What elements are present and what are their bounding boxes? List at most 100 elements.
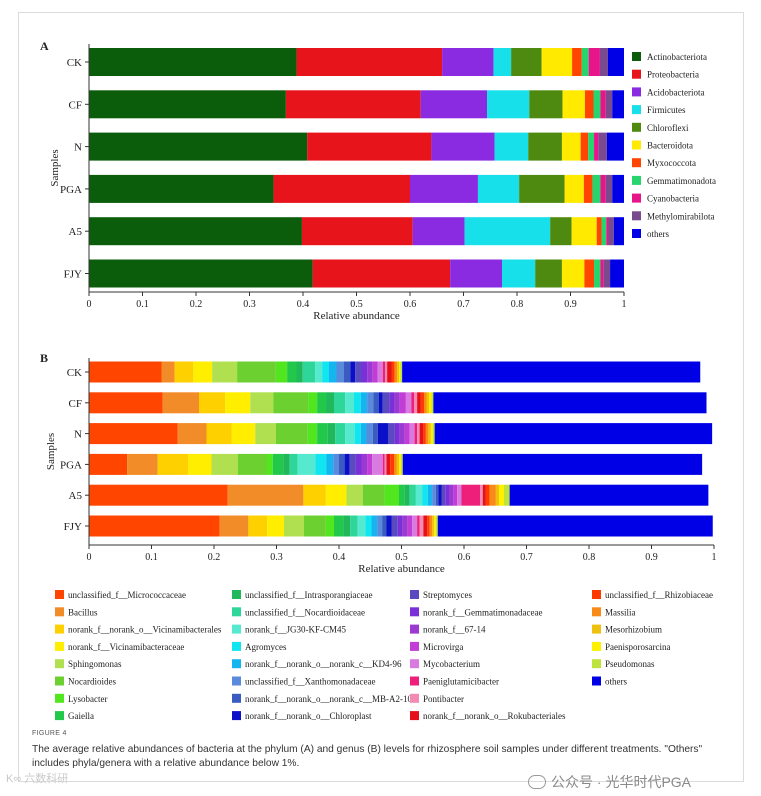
panel-b-bar-cf-massilia bbox=[424, 392, 427, 414]
panel-b-bar-n-norank-f-norank-o-rokubacteriales bbox=[419, 423, 424, 445]
panel-b-legend-label-gaiella: Gaiella bbox=[68, 711, 94, 721]
panel-a-legend-label-actinobacteriota: Actinobacteriota bbox=[647, 52, 707, 62]
panel-b-legend-swatch-massilia bbox=[592, 607, 601, 617]
panel-b-bar-pga-norank-f-jg30-kf-cm45 bbox=[297, 453, 316, 475]
panel-b-bar-cf-unclassified-f-nocardioidaceae bbox=[334, 392, 346, 414]
panel-b-bar-pga-unclassified-f-xanthomonadaceae bbox=[333, 453, 339, 475]
panel-a-bar-cf-acidobacteriota bbox=[420, 90, 488, 119]
panel-a-bar-a5-cyanobacteria bbox=[606, 217, 609, 246]
panel-b-bar-n-sphingomonas bbox=[255, 423, 276, 445]
panel-a-bar-a5-methylomirabilota bbox=[608, 217, 614, 246]
panel-b-legend-swatch-unclassified-f-nocardioidaceae bbox=[232, 607, 241, 617]
panel-a-bar-n-chloroflexi bbox=[528, 132, 562, 161]
panel-b-bar-n-streptomyces bbox=[388, 423, 395, 445]
panel-b-bar-a5-microvirga bbox=[453, 484, 458, 506]
panel-a-bar-n-bacteroidota bbox=[561, 132, 581, 161]
panel-b-bar-pga-norank-f-vicinamibacteraceae bbox=[188, 453, 212, 475]
panel-b-bar-ck-lysobacter bbox=[275, 361, 288, 383]
panel-b-bar-cf-paenisporosarcina bbox=[429, 392, 432, 414]
panel-b-legend-label-others: others bbox=[605, 677, 627, 687]
panel-a-legend-swatch-chloroflexi bbox=[632, 122, 641, 132]
panel-b-bar-ck-pseudomonas bbox=[400, 361, 403, 383]
panel-b-bar-fjy-norank-f-67-14 bbox=[402, 515, 408, 537]
panel-b-legend-label-pseudomonas: Pseudomonas bbox=[605, 659, 655, 669]
panel-b-bar-cf-norank-f-gemmatimonadaceae bbox=[389, 392, 395, 414]
panel-b-bar-a5-norank-f-67-14 bbox=[449, 484, 454, 506]
panel-b-bar-fjy-unclassified-f-intrasporangiaceae bbox=[343, 515, 351, 537]
panel-b-bar-ck-norank-f-norank-o-chloroplast bbox=[350, 361, 356, 383]
panel-a-bar-ck-myxococcota bbox=[572, 48, 582, 76]
panel-b-bar-ck-pontibacter bbox=[385, 361, 388, 383]
panel-b-bar-ck-microvirga bbox=[372, 361, 378, 383]
panel-b-bar-pga-nocardioides bbox=[237, 453, 267, 475]
panel-b-bar-pga-unclassified-f-intrasporangiaceae bbox=[283, 453, 290, 475]
panel-a-xtick-label: 0.1 bbox=[136, 299, 149, 310]
panel-b-bar-pga-streptomyces bbox=[349, 453, 356, 475]
panel-a-bar-ck-others bbox=[607, 48, 624, 76]
panel-a-bar-ck-cyanobacteria bbox=[588, 48, 600, 76]
panel-a-bar-cf-actinobacteriota bbox=[89, 90, 286, 119]
panel-b-xtick-label: 0.8 bbox=[583, 552, 596, 563]
panel-a-legend-label-proteobacteria: Proteobacteria bbox=[647, 70, 699, 80]
panel-b-bar-ck-norank-f-67-14 bbox=[367, 361, 373, 383]
panel-b-bar-ck-unclassified-f-xanthomonadaceae bbox=[336, 361, 344, 383]
panel-a-bar-a5-myxococcota bbox=[596, 217, 602, 246]
panel-b-bar-n-lysobacter bbox=[307, 423, 318, 445]
panel-b-bar-ck-bacillus bbox=[161, 361, 175, 383]
panel-b-legend-swatch-unclassified-f-xanthomonadaceae bbox=[232, 676, 241, 686]
panel-a-bar-ck-methylomirabilota bbox=[599, 48, 608, 76]
panel-b-bar-n-norank-f-norank-o-vicinamibacterales bbox=[206, 423, 232, 445]
panel-a-bar-a5-proteobacteria bbox=[301, 217, 413, 246]
panel-a-bar-a5-firmicutes bbox=[464, 217, 551, 246]
panel-a-bar-fjy-firmicutes bbox=[502, 259, 536, 288]
panel-b-bar-a5-norank-f-norank-o-rokubacteriales bbox=[482, 484, 486, 506]
panel-b-bar-n-norank-f-norank-o-norank-c-mb-a2-108 bbox=[372, 423, 378, 445]
panel-b-bar-cf-norank-f-jg30-kf-cm45 bbox=[345, 392, 354, 414]
panel-b-y-axis-title: Samples bbox=[45, 433, 57, 470]
panel-b-legend-label-unclassified-f-intrasporangiaceae: unclassified_f__Intrasporangiaceae bbox=[245, 590, 372, 600]
panel-a-bar-a5-gemmatimonadota bbox=[601, 217, 607, 246]
panel-a-xtick-label: 0.7 bbox=[457, 299, 470, 310]
panel-b-bar-n-massilia bbox=[425, 423, 429, 445]
panel-a-ytick-label: N bbox=[74, 142, 82, 154]
panel-a-legend-label-bacteroidota: Bacteroidota bbox=[647, 141, 693, 151]
panel-a-bar-cf-firmicutes bbox=[487, 90, 530, 119]
panel-b-bar-n-gaiella bbox=[317, 423, 328, 445]
panel-b-bar-ck-norank-f-norank-o-norank-c-kd4-96 bbox=[329, 361, 337, 383]
panel-b-bar-fjy-nocardioides bbox=[304, 515, 326, 537]
panel-b-legend-label-paeniglutamicibacter: Paeniglutamicibacter bbox=[423, 677, 499, 687]
panel-a-bar-ck-bacteroidota bbox=[541, 48, 573, 76]
panel-a-bar-n-myxococcota bbox=[580, 132, 589, 161]
panel-b-xtick-label: 0.7 bbox=[520, 552, 533, 563]
panel-a-bar-fjy-methylomirabilota bbox=[603, 259, 611, 288]
panel-b-bar-pga-norank-f-norank-o-norank-c-mb-a2-108 bbox=[339, 453, 345, 475]
panel-b-bar-cf-mesorhizobium bbox=[426, 392, 429, 414]
panel-b-bar-cf-lysobacter bbox=[308, 392, 318, 414]
panel-b-bar-fjy-norank-f-norank-o-norank-c-kd4-96 bbox=[371, 515, 378, 537]
panel-a-bar-n-actinobacteriota bbox=[89, 132, 308, 161]
panel-b-legend-label-unclassified-f-micrococcaceae: unclassified_f__Micrococcaceae bbox=[68, 590, 186, 600]
panel-b-bar-fjy-massilia bbox=[429, 515, 433, 537]
panel-a-bar-a5-bacteroidota bbox=[571, 217, 597, 246]
panel-a-bar-cf-proteobacteria bbox=[285, 90, 421, 119]
panel-b-bar-cf-unclassified-f-xanthomonadaceae bbox=[367, 392, 374, 414]
panel-b-bar-pga-pseudomonas bbox=[400, 453, 403, 475]
panel-b-bar-cf-unclassified-f-intrasporangiaceae bbox=[326, 392, 334, 414]
panel-b-legend-label-norank-f-vicinamibacteraceae: norank_f__Vicinamibacteraceae bbox=[68, 642, 184, 652]
panel-b-bar-a5-massilia bbox=[489, 484, 496, 506]
panel-a-bar-pga-firmicutes bbox=[477, 174, 520, 203]
panel-a-bar-a5-acidobacteriota bbox=[412, 217, 465, 246]
panel-a-bar-n-methylomirabilota bbox=[598, 132, 607, 161]
panel-b-legend-label-norank-f-gemmatimonadaceae: norank_f__Gemmatimonadaceae bbox=[423, 607, 542, 617]
panel-b-bar-n-pseudomonas bbox=[432, 423, 435, 445]
panel-a-bar-fjy-acidobacteriota bbox=[450, 259, 503, 288]
panel-b-legend-swatch-norank-f-norank-o-chloroplast bbox=[232, 711, 241, 721]
panel-a-bar-ck-proteobacteria bbox=[296, 48, 443, 76]
panel-b-bar-fjy-mycobacterium bbox=[412, 515, 418, 537]
panel-b-bar-ck-unclassified-f-intrasporangiaceae bbox=[296, 361, 303, 383]
panel-b-bar-a5-unclassified-f-intrasporangiaceae bbox=[404, 484, 410, 506]
panel-b-bar-cf-mycobacterium bbox=[405, 392, 412, 414]
wechat-icon bbox=[528, 775, 546, 789]
panel-b-bar-a5-norank-f-vicinamibacteraceae bbox=[325, 484, 347, 506]
panel-a-bar-cf-cyanobacteria bbox=[600, 90, 606, 119]
